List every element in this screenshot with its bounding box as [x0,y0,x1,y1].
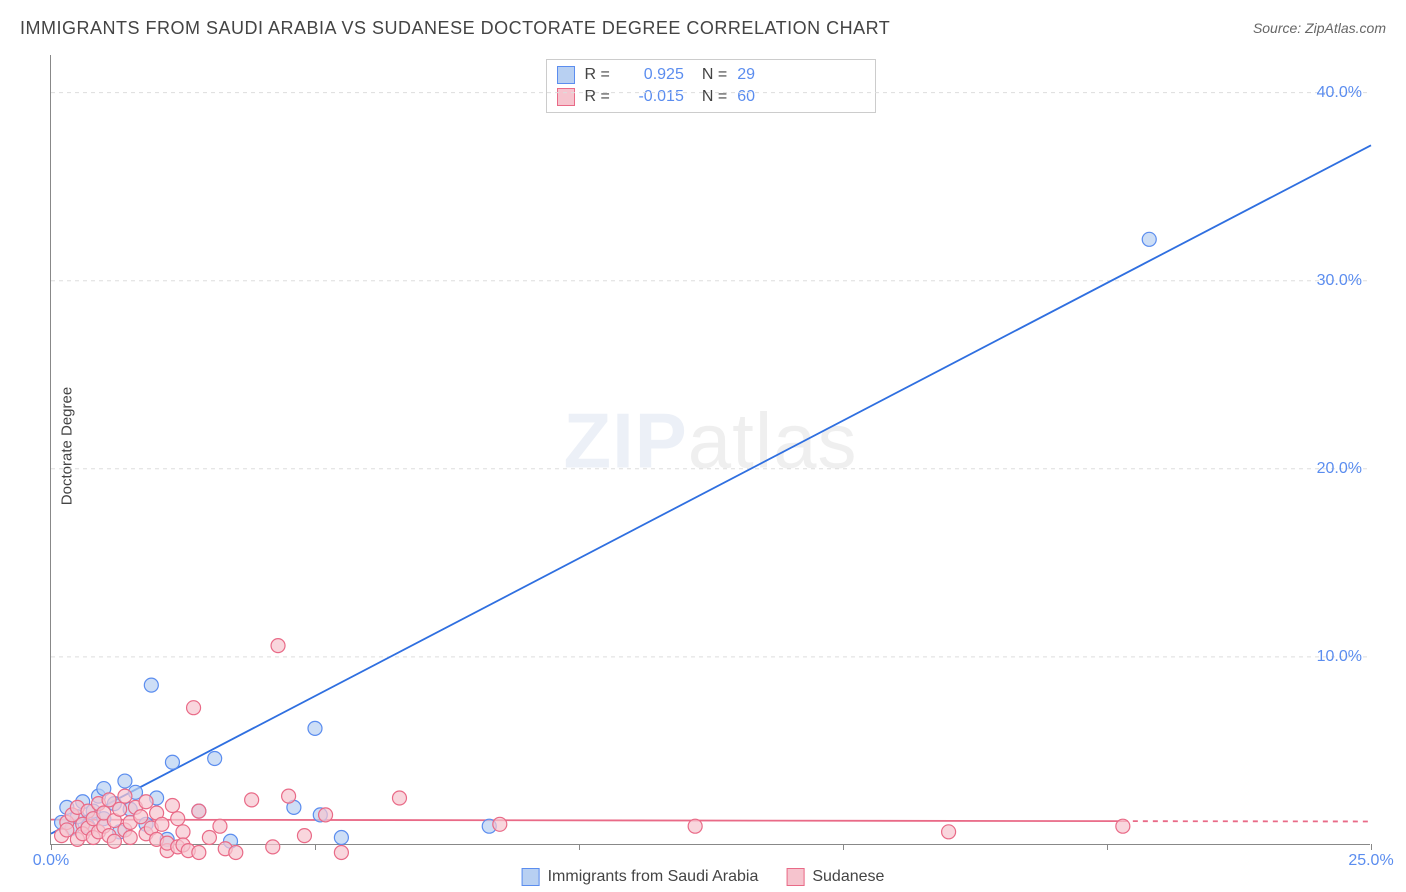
data-point [334,846,348,860]
data-point [118,774,132,788]
data-point [688,819,702,833]
x-tick [843,844,844,850]
data-point [165,799,179,813]
legend-bottom-label-1: Sudanese [812,868,884,886]
legend-bottom-item-0: Immigrants from Saudi Arabia [522,868,759,886]
chart-title: IMMIGRANTS FROM SAUDI ARABIA VS SUDANESE… [20,18,890,39]
data-point [176,825,190,839]
data-point [113,802,127,816]
data-point [107,834,121,848]
data-point [202,830,216,844]
data-point [192,846,206,860]
y-tick-label: 10.0% [1317,648,1362,666]
legend-bottom-swatch-0 [522,868,540,886]
y-tick-label: 40.0% [1317,84,1362,102]
data-point [229,846,243,860]
data-point [319,808,333,822]
y-tick-label: 20.0% [1317,460,1362,478]
y-tick-label: 30.0% [1317,272,1362,290]
x-tick [51,844,52,850]
legend-series: Immigrants from Saudi Arabia Sudanese [522,868,885,886]
source-attribution: Source: ZipAtlas.com [1253,20,1386,36]
data-point [123,830,137,844]
data-point [155,817,169,831]
data-point [144,678,158,692]
x-tick-label: 25.0% [1348,852,1393,870]
legend-bottom-item-1: Sudanese [786,868,884,886]
data-point [208,751,222,765]
chart-svg [51,55,1370,844]
data-point [942,825,956,839]
data-point [171,812,185,826]
x-tick [1107,844,1108,850]
data-point [245,793,259,807]
data-point [297,829,311,843]
data-point [493,817,507,831]
data-point [1116,819,1130,833]
data-point [213,819,227,833]
x-tick [1371,844,1372,850]
legend-bottom-label-0: Immigrants from Saudi Arabia [548,868,759,886]
x-tick [315,844,316,850]
data-point [165,755,179,769]
plot-area: ZIPatlas R = 0.925 N = 29 R = -0.015 N =… [50,55,1370,845]
data-point [1142,232,1156,246]
data-point [187,701,201,715]
data-point [308,721,322,735]
x-tick-label: 0.0% [33,852,69,870]
data-point [392,791,406,805]
data-point [334,830,348,844]
data-point [134,810,148,824]
data-point [192,804,206,818]
data-point [282,789,296,803]
data-point [139,795,153,809]
data-point [271,639,285,653]
legend-bottom-swatch-1 [786,868,804,886]
data-point [266,840,280,854]
x-tick [579,844,580,850]
data-point [118,789,132,803]
